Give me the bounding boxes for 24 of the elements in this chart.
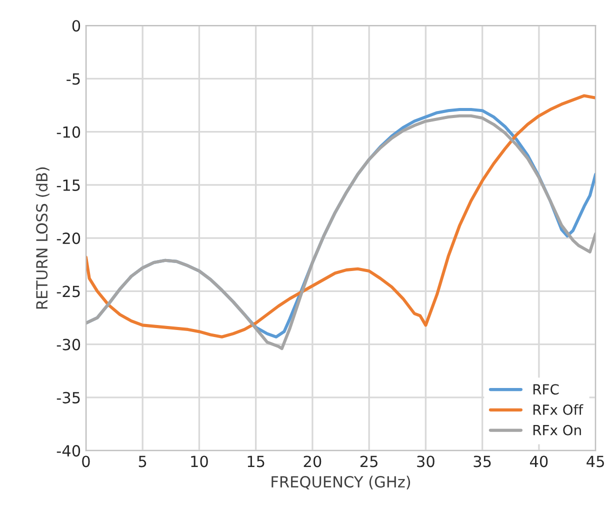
legend-label: RFx Off xyxy=(533,404,584,415)
y-tick-label: -35 xyxy=(56,392,80,404)
y-tick-label: -20 xyxy=(56,232,80,244)
x-tick-label: 30 xyxy=(417,456,434,468)
y-tick-label: 0 xyxy=(72,20,80,32)
x-tick-label: 10 xyxy=(191,456,208,468)
x-tick-label: 15 xyxy=(248,456,264,468)
y-axis-title: RETURN LOSS (dB) xyxy=(36,167,50,309)
y-tick-label: -10 xyxy=(56,126,80,138)
y-tick-label: -15 xyxy=(56,180,80,191)
x-axis-title: FREQUENCY (GHz) xyxy=(272,476,410,490)
y-tick-label: -5 xyxy=(66,73,80,85)
x-tick-label: 35 xyxy=(474,456,491,468)
x-tick-label: 0 xyxy=(82,456,90,468)
x-tick-label: 20 xyxy=(304,456,322,468)
x-tick-label: 5 xyxy=(138,456,146,468)
x-tick-label: 40 xyxy=(530,456,548,468)
y-tick-label: -30 xyxy=(56,338,80,350)
y-tick-label: -25 xyxy=(56,286,80,298)
legend-label: RFC xyxy=(533,384,559,395)
legend-label: RFx On xyxy=(533,424,581,436)
x-tick-label: 45 xyxy=(586,456,604,468)
x-tick-label: 25 xyxy=(360,456,378,468)
y-tick-label: -40 xyxy=(56,445,80,457)
